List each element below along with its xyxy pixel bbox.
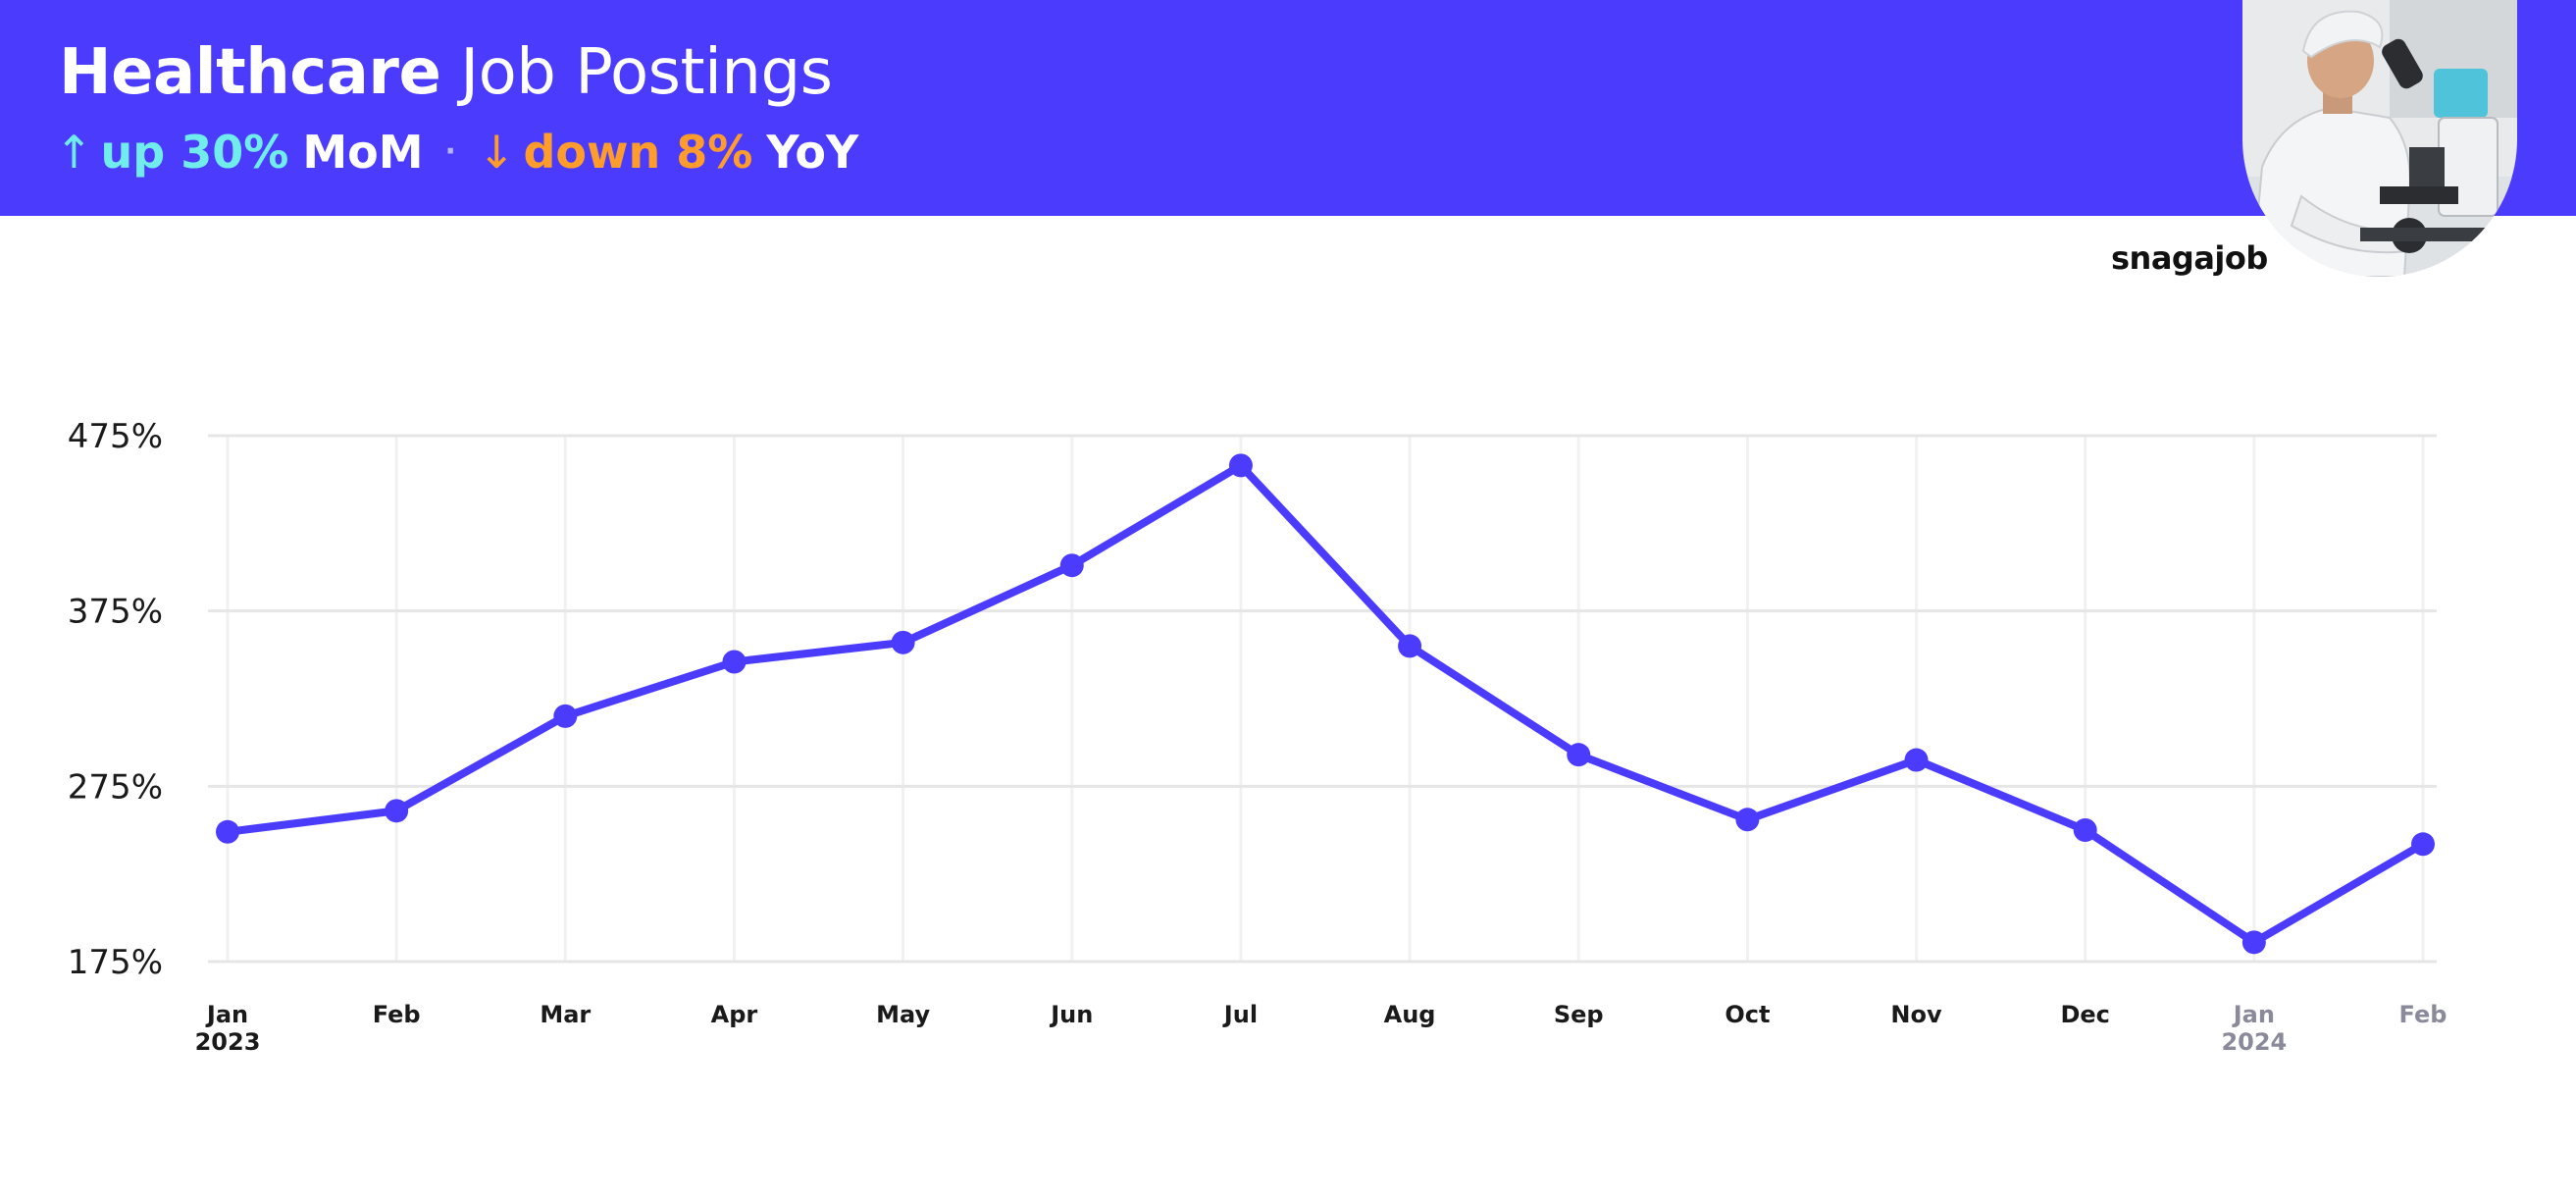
data-point — [2073, 818, 2097, 842]
lab-photo — [2242, 0, 2517, 277]
data-point — [2241, 930, 2266, 955]
y-tick-label: 175% — [68, 943, 163, 982]
y-tick-label: 375% — [68, 593, 163, 632]
data-point — [1398, 634, 1422, 658]
x-tick-label: Aug — [1384, 1001, 1436, 1028]
data-point — [553, 704, 578, 728]
lab-photo-illustration — [2242, 0, 2517, 277]
mom-change: up 30% — [100, 126, 289, 179]
mom-label: MoM — [302, 126, 424, 179]
x-tick-label: Oct — [1725, 1001, 1770, 1028]
x-tick-label: Apr — [711, 1001, 758, 1028]
x-tick-year-label: 2024 — [2221, 1028, 2287, 1056]
x-tick-label: Feb — [373, 1001, 421, 1028]
x-tick-label: Jun — [1049, 1001, 1093, 1028]
data-point — [216, 819, 239, 844]
stats-separator: · — [444, 134, 456, 169]
yoy-change: down 8% — [523, 126, 753, 179]
data-point — [1735, 808, 1760, 832]
x-tick-label: May — [876, 1001, 930, 1028]
x-tick-label: Dec — [2060, 1001, 2109, 1028]
x-tick-year-label: 2023 — [195, 1028, 261, 1056]
x-tick-label: Sep — [1554, 1001, 1604, 1028]
data-point — [1904, 748, 1929, 772]
stats-row: ↑ up 30% MoM · ↓ down 8% YoY — [55, 120, 858, 184]
data-point — [891, 630, 915, 654]
title-bold: Healthcare — [59, 36, 441, 109]
page-title: Healthcare Job Postings — [59, 31, 833, 114]
yoy-label: YoY — [766, 126, 859, 179]
series-line — [224, 461, 2427, 947]
x-tick-label: Jan — [205, 1001, 248, 1028]
arrow-up-icon: ↑ — [55, 126, 93, 179]
x-tick-label: Jul — [1222, 1001, 1258, 1028]
data-point — [1567, 743, 1591, 767]
data-point — [385, 799, 409, 823]
x-tick-label: Nov — [1890, 1001, 1942, 1028]
header-banner — [0, 0, 2576, 216]
data-point — [722, 650, 747, 674]
arrow-down-icon: ↓ — [477, 126, 516, 179]
y-tick-label: 275% — [68, 767, 163, 807]
data-point — [1228, 453, 1253, 478]
data-point — [1059, 553, 1084, 578]
y-tick-label: 475% — [68, 417, 163, 456]
data-point — [2411, 832, 2435, 857]
snagajob-logo: snagajob — [2111, 239, 2268, 277]
x-tick-label: Feb — [2399, 1001, 2447, 1028]
x-tick-label: Mar — [540, 1001, 591, 1028]
x-tick-label: Jan — [2232, 1001, 2275, 1028]
title-light: Job Postings — [460, 36, 833, 109]
